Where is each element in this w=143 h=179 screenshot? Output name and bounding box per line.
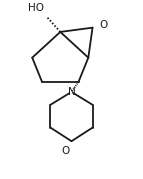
Text: O: O	[61, 146, 69, 156]
Text: HO: HO	[28, 3, 44, 13]
Text: O: O	[100, 20, 108, 30]
Text: N: N	[68, 87, 75, 97]
